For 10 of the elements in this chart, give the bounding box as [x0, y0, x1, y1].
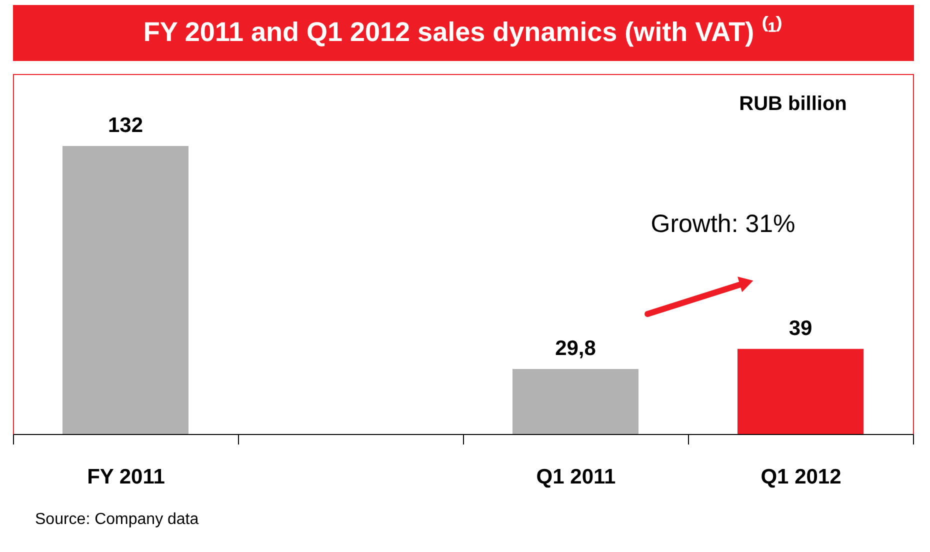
text: RUB billion: [739, 93, 847, 115]
data-label: 132: [108, 114, 144, 137]
x-tick-label: FY 2011: [87, 466, 166, 488]
annotation: Growth: 31%: [650, 210, 796, 238]
x-tick-label: Q1 2012: [760, 466, 842, 488]
data-label: 39: [788, 316, 812, 340]
chart-title: FY 2011 and Q1 2012 sales dynamics (with VAT) ⁽¹⁾: [143, 16, 783, 47]
source-note: Source: Company data: [35, 511, 199, 528]
x-tick-label: Q1 2011: [536, 466, 616, 488]
data-label: 29,8: [555, 336, 596, 360]
